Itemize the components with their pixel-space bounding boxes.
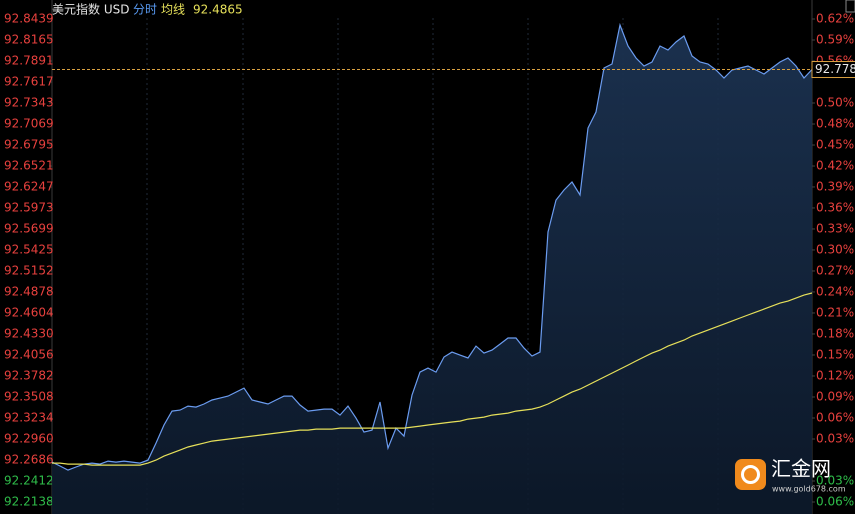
y-tick-label: 92.6521 (4, 159, 54, 173)
legend-label: 均线 (161, 3, 185, 17)
y2-tick-label: 0.36% (816, 200, 854, 214)
logo-mark (741, 465, 760, 484)
y-tick-label: 92.2412 (4, 473, 54, 487)
y-tick-label: 92.4330 (4, 326, 54, 340)
y-tick-label: 92.5973 (4, 201, 54, 215)
y2-tick-label: 0.48% (816, 117, 854, 131)
y2-tick-label: 0.45% (816, 138, 854, 152)
logo-icon (735, 459, 766, 490)
y-tick-label: 92.2138 (4, 495, 54, 509)
mode-label: 分时 (133, 3, 157, 17)
y2-tick-label: 0.59% (816, 33, 854, 47)
y-tick-label: 92.4604 (4, 305, 54, 319)
y2-tick-label: 0.21% (816, 305, 854, 319)
y-tick-label: 92.7069 (4, 117, 54, 131)
y-tick-label: 92.6247 (4, 180, 54, 194)
y-tick-label: 92.5425 (4, 243, 54, 257)
y-tick-label: 92.4056 (4, 347, 54, 361)
y2-tick-label: 0.24% (816, 284, 854, 298)
y2-tick-label: 0.03% (816, 473, 854, 487)
y2-tick-label: 0.39% (816, 179, 854, 193)
corner-button[interactable] (845, 0, 855, 13)
y-tick-label: 92.5699 (4, 222, 54, 236)
y-tick-label: 92.7343 (4, 96, 54, 110)
y2-tick-label: 0.06% (816, 495, 854, 509)
y2-tick-label: 0.30% (816, 242, 854, 256)
current-price-box (811, 61, 855, 79)
y2-tick-label: 0.12% (816, 368, 854, 382)
y-tick-label: 92.6795 (4, 138, 54, 152)
y2-tick-label: 0.09% (816, 389, 854, 403)
logo-brand: 汇金网 (771, 457, 831, 481)
average-line (52, 292, 813, 466)
avg-value: 92.4865 (193, 3, 243, 17)
y-tick-label: 92.4878 (4, 284, 54, 298)
y2-tick-label: 0.15% (816, 347, 854, 361)
y2-tick-label: 0.33% (816, 221, 854, 235)
y-tick-label: 92.2960 (4, 431, 54, 445)
y2-tick-label: 0.18% (816, 326, 854, 340)
y2-tick-label: 0.03% (816, 431, 854, 445)
y-tick-label: 92.3508 (4, 389, 54, 403)
y-tick-label: 92.8165 (4, 33, 54, 47)
current-price-label: 92.778 (815, 62, 855, 76)
y-tick-label: 92.7617 (4, 75, 54, 89)
y-tick-label: 92.8439 (4, 12, 54, 26)
y2-tick-label: 0.50% (816, 96, 854, 110)
y2-tick-label: 0.06% (816, 410, 854, 424)
price-line (51, 22, 813, 471)
y-tick-label: 92.5152 (4, 263, 54, 277)
y2-tick-label: 0.27% (816, 263, 854, 277)
y-tick-label: 92.3234 (4, 410, 54, 424)
y2-tick-label: 0.62% (816, 12, 854, 26)
price-area (52, 25, 812, 514)
y-tick-label: 92.2686 (4, 452, 54, 466)
logo-site: www.gold678.com (772, 485, 846, 494)
chart-title: 美元指数 USD (52, 2, 129, 17)
y-tick-label: 92.7891 (4, 54, 54, 68)
y2-tick-label: 0.42% (816, 159, 854, 173)
y-tick-label: 92.3782 (4, 368, 54, 382)
